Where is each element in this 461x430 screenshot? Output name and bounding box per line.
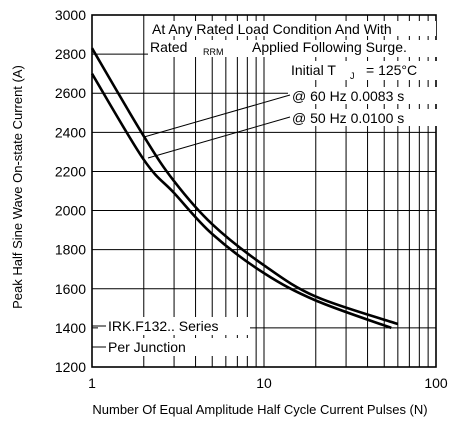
x-tick-label: 100 <box>424 375 448 391</box>
condition-line-2-sub: RRM <box>203 47 224 57</box>
series-name: IRK.F132.. Series <box>108 318 219 334</box>
y-tick-label: 2000 <box>55 203 86 219</box>
x-axis-label: Number Of Equal Amplitude Half Cycle Cur… <box>92 402 427 417</box>
y-tick-label: 2800 <box>55 46 86 62</box>
y-tick-label: 2200 <box>55 163 86 179</box>
x-tick-label: 10 <box>256 375 272 391</box>
data-series <box>90 47 399 330</box>
leader-line-50hz <box>147 116 291 159</box>
condition-line-3: Initial T <box>291 62 336 78</box>
y-tick-label: 1600 <box>55 281 86 297</box>
y-tick-label: 1200 <box>55 359 86 375</box>
condition-line-2-b: Applied Following Surge. <box>252 39 407 55</box>
y-tick-label: 2400 <box>55 124 86 140</box>
series-line-50hz <box>90 73 392 330</box>
condition-line-3-value: = 125°C <box>366 62 417 78</box>
y-tick-label: 3000 <box>55 7 86 23</box>
y-tick-label: 2600 <box>55 85 86 101</box>
series-line-60hz <box>90 47 399 326</box>
series-label-50hz: @ 50 Hz 0.0100 s <box>292 110 404 126</box>
per-junction-label: Per Junction <box>108 339 186 355</box>
series-label-60hz: @ 60 Hz 0.0083 s <box>292 88 404 104</box>
condition-line-2-a: Rated <box>150 39 187 55</box>
tick-labels: 1200 1400 1600 1800 2000 2200 2400 2600 2800 3000… <box>55 7 448 391</box>
condition-line-1: At Any Rated Load Condition And With <box>152 21 392 37</box>
y-tick-label: 1800 <box>55 242 86 258</box>
leader-line-60hz <box>143 94 291 138</box>
annotations: At Any Rated Load Condition And With Rat… <box>92 21 438 356</box>
plot-frame <box>91 14 437 368</box>
y-axis-label: Peak Half Sine Wave On-state Current (A) <box>10 65 25 309</box>
condition-line-3-sub: J <box>350 71 355 81</box>
y-tick-label: 1400 <box>55 320 86 336</box>
x-tick-label: 1 <box>88 375 96 391</box>
